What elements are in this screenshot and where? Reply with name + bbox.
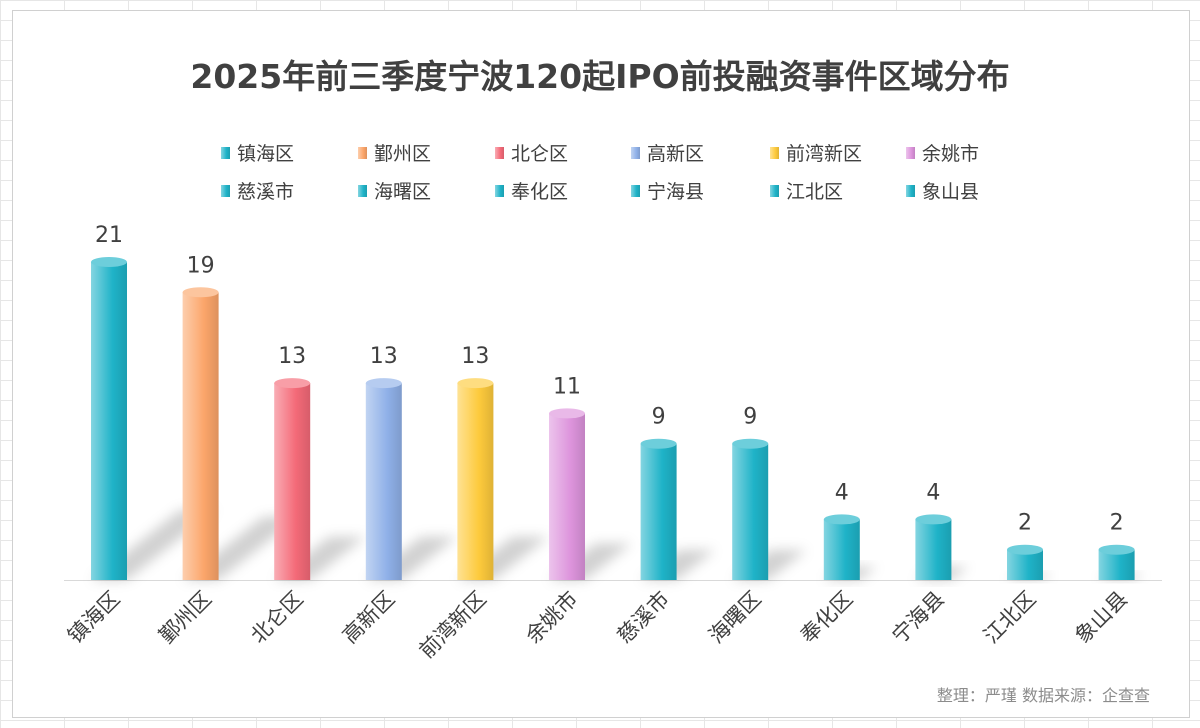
bar-cap: [732, 438, 769, 449]
legend-item[interactable]: 慈溪市: [221, 181, 294, 203]
bar-高新区: [365, 383, 402, 580]
legend-item[interactable]: 北仑区: [495, 143, 568, 165]
legend-swatch-icon: [906, 147, 915, 159]
legend-swatch-icon: [221, 147, 230, 159]
x-tick-label: 前湾新区: [415, 587, 491, 663]
legend-item[interactable]: 象山县: [906, 181, 979, 203]
legend-item[interactable]: 奉化区: [495, 181, 568, 203]
data-label: 2: [1110, 511, 1124, 536]
data-label: 13: [370, 344, 398, 369]
legend-swatch-icon: [770, 185, 779, 197]
bar-cap: [365, 378, 402, 389]
data-label: 9: [743, 405, 757, 430]
x-tick-label: 北仑区: [246, 587, 308, 649]
legend-label: 鄞州区: [374, 143, 431, 165]
x-tick-label: 海曙区: [704, 587, 766, 649]
legend-label: 宁海县: [647, 181, 704, 203]
x-tick-label: 镇海区: [63, 587, 125, 649]
bar-cap: [274, 378, 311, 389]
x-tick-label: 高新区: [338, 587, 400, 649]
bar-余姚市: [549, 413, 585, 580]
bar-鄞州区: [182, 292, 219, 580]
data-label: 4: [926, 480, 940, 505]
legend-swatch-icon: [495, 185, 504, 197]
x-tick-label: 余姚市: [521, 587, 583, 649]
data-label: 9: [652, 405, 666, 430]
bar-cap: [915, 514, 952, 525]
bar-海曙区: [732, 443, 769, 580]
chart-title: 2025年前三季度宁波120起IPO前投融资事件区域分布: [190, 57, 1010, 96]
legend-swatch-icon: [221, 185, 230, 197]
x-tick-label: 奉化区: [796, 587, 858, 649]
bar-cap: [1007, 544, 1043, 555]
bar-cap: [640, 438, 677, 449]
bar-象山县: [1098, 549, 1135, 580]
x-tick-label: 江北区: [979, 587, 1041, 649]
x-tick-label: 鄞州区: [155, 587, 217, 649]
source-note: 整理：严瑾 数据来源：企查查: [936, 686, 1150, 705]
legend-swatch-icon: [358, 147, 367, 159]
bar-cap: [182, 287, 219, 298]
legend-label: 慈溪市: [237, 181, 294, 203]
legend-label: 高新区: [647, 143, 704, 165]
x-tick-label: 宁海县: [887, 587, 949, 649]
bar-cap: [91, 257, 127, 267]
legend-swatch-icon: [906, 185, 915, 197]
bar-cap: [549, 408, 585, 419]
legend-label: 奉化区: [511, 181, 568, 203]
legend-swatch-icon: [631, 147, 640, 159]
legend-swatch-icon: [495, 147, 504, 159]
legend-item[interactable]: 江北区: [770, 181, 843, 203]
legend-label: 江北区: [786, 181, 843, 203]
legend-swatch-icon: [631, 185, 640, 197]
legend-swatch-icon: [770, 147, 779, 159]
data-label: 13: [461, 344, 489, 369]
legend-item[interactable]: 前湾新区: [770, 143, 862, 165]
legend-label: 北仑区: [511, 143, 568, 165]
data-label: 11: [553, 374, 581, 399]
legend-item[interactable]: 余姚市: [906, 143, 979, 165]
legend-label: 余姚市: [922, 143, 979, 165]
legend-label: 海曙区: [374, 181, 431, 203]
bar-江北区: [1007, 549, 1043, 580]
bar-前湾新区: [457, 383, 494, 580]
legend-item[interactable]: 海曙区: [358, 181, 431, 203]
bar-cap: [1098, 544, 1135, 555]
plot-area: 21 镇海区 19 鄞州区 13 北仑区 13 高新区 13 前湾新区 11 余姚市 9 慈溪市 9 海曙区 4…: [63, 223, 1162, 663]
legend-item[interactable]: 鄞州区: [358, 143, 431, 165]
legend-swatch-icon: [358, 185, 367, 197]
x-tick-label: 慈溪市: [613, 587, 675, 649]
bar-镇海区: [91, 262, 127, 580]
data-label: 4: [835, 480, 849, 505]
data-label: 21: [95, 223, 123, 248]
legend-label: 象山县: [922, 181, 979, 203]
bar-奉化区: [823, 519, 860, 580]
legend-label: 前湾新区: [786, 143, 862, 165]
legend-item[interactable]: 宁海县: [631, 181, 704, 203]
data-label: 2: [1018, 511, 1032, 536]
data-label: 19: [187, 253, 215, 278]
legend-item[interactable]: 镇海区: [221, 143, 294, 165]
bar-cap: [457, 378, 494, 389]
bar-北仑区: [274, 383, 311, 580]
legend-label: 镇海区: [237, 143, 294, 165]
bar-cap: [823, 514, 860, 525]
legend-item[interactable]: 高新区: [631, 143, 704, 165]
x-tick-label: 象山县: [1071, 587, 1133, 649]
bar-慈溪市: [640, 443, 677, 580]
data-label: 13: [278, 344, 306, 369]
bar-宁海县: [915, 519, 952, 580]
